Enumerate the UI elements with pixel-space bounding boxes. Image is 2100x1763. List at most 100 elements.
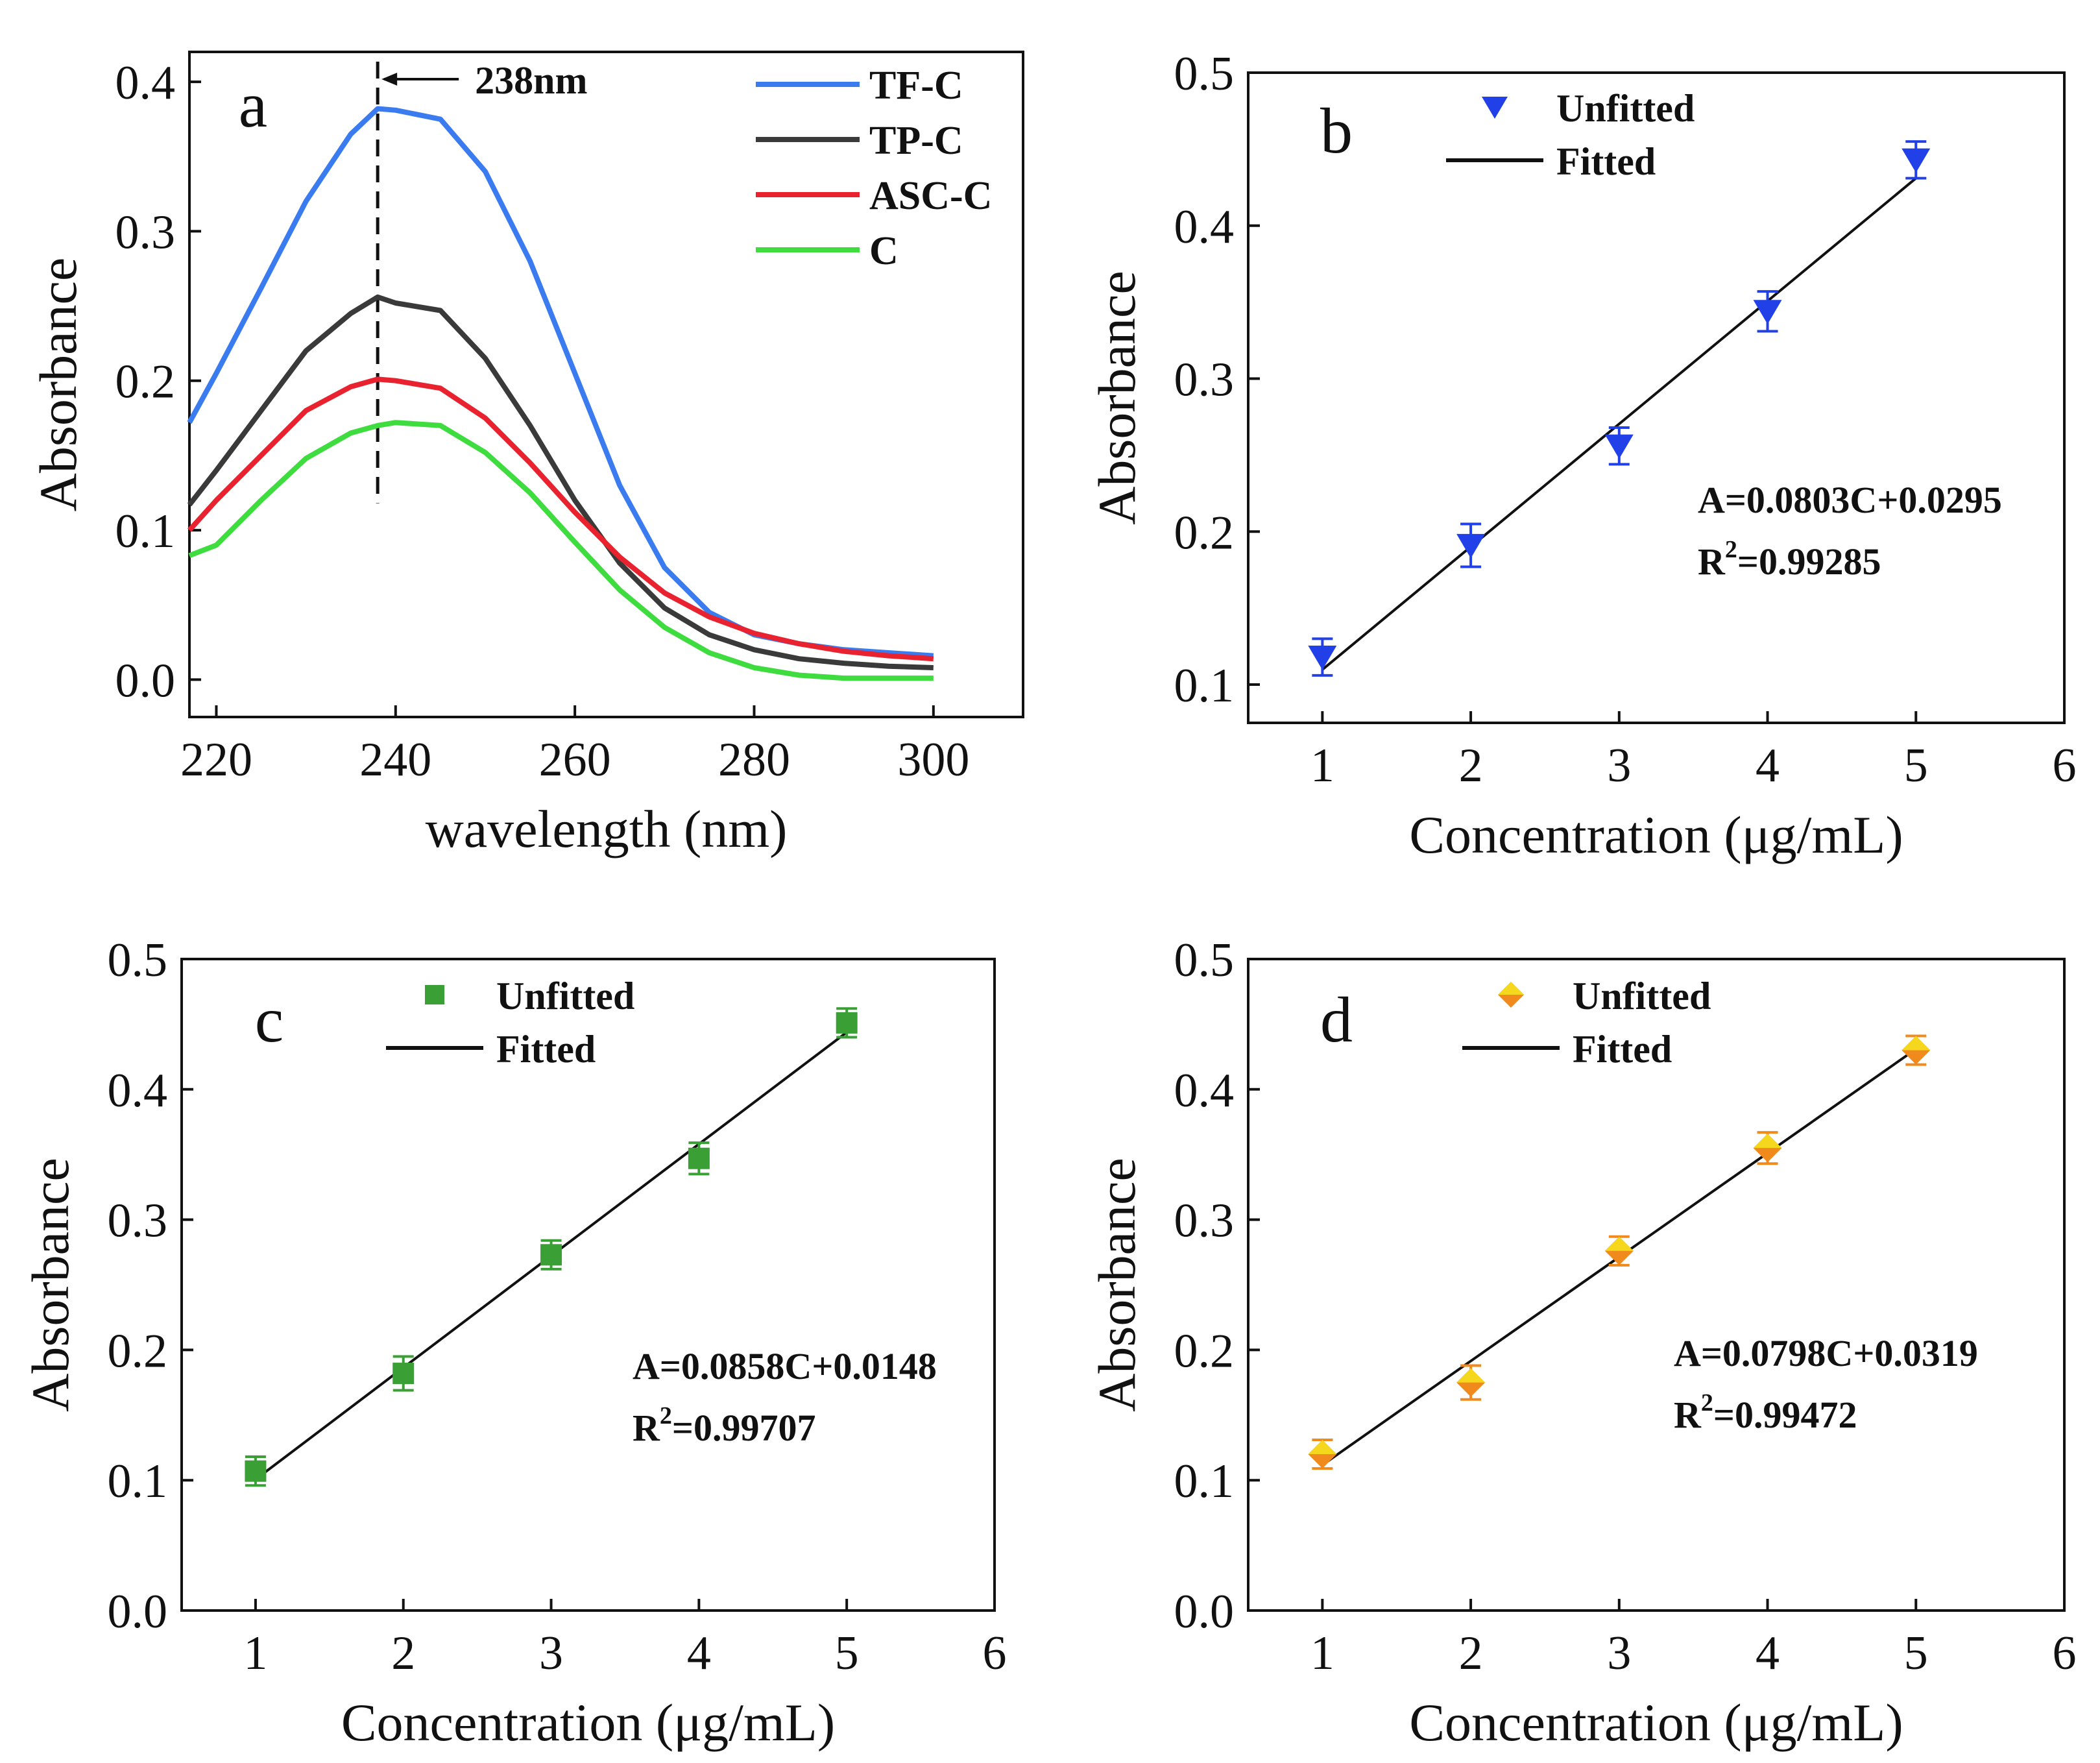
r-squared-text: R2=0.99707: [633, 1402, 815, 1449]
legend-label: C: [869, 229, 899, 273]
diamond-marker-highlight: [1498, 982, 1524, 995]
y-tick-label: 0.4: [115, 56, 176, 110]
data-point: [1901, 140, 1931, 180]
diamond-marker-highlight: [1456, 1368, 1486, 1383]
panel-b: b 1 2 3 4 5 6 0.1 0.2 0.3 0.4 0.5 Concentration (μg/…: [1087, 47, 2077, 864]
y-tick-label: 0.4: [1174, 1064, 1235, 1117]
panel-letter: d: [1320, 984, 1353, 1056]
x-tick-label: 4: [1756, 739, 1780, 792]
triangle-marker: [1482, 97, 1508, 119]
data-point: [1604, 426, 1634, 466]
square-marker: [245, 1460, 267, 1482]
panel-a: a 220 240 260 280 300 0.0 0.1 0.2 0.3 0.4 wavelengt…: [29, 51, 1024, 858]
r-squared-text: R2=0.99472: [1674, 1389, 1857, 1436]
x-tick-label: 280: [718, 733, 790, 786]
r2-value: =0.99707: [672, 1407, 816, 1449]
r2-superscript: 2: [660, 1402, 672, 1429]
plot-frame: [1247, 958, 2066, 1612]
y-tick-label: 0.5: [1174, 934, 1235, 987]
y-tick-label: 0.2: [108, 1324, 168, 1378]
y-tick-label: 0.2: [115, 356, 176, 409]
data-point: [1308, 1438, 1337, 1470]
y-axis-label: Absorbance: [21, 1158, 80, 1412]
square-marker: [836, 1012, 858, 1034]
data-point: [836, 1007, 858, 1039]
data-point: [1456, 522, 1486, 568]
legend-line-label: Fitted: [496, 1028, 596, 1071]
y-axis-label: Absorbance: [1087, 1158, 1146, 1412]
y-tick-label: 0.0: [115, 654, 176, 707]
legend: Unfitted Fitted: [1462, 975, 1711, 1071]
equation-text: A=0.0803C+0.0295: [1698, 479, 2002, 521]
annotation-label: 238nm: [475, 59, 587, 102]
r2-value: =0.99285: [1737, 541, 1881, 583]
fit-line: [1322, 177, 1917, 671]
legend-label: TP-C: [869, 119, 963, 163]
data-point: [1604, 1235, 1634, 1267]
x-tick-label: 220: [180, 733, 252, 786]
r2-prefix: R: [1674, 1394, 1702, 1436]
legend-points-label: Unfitted: [1556, 87, 1695, 130]
y-tick-label: 0.3: [1174, 1195, 1235, 1248]
y-tick-label: 0.1: [108, 1455, 168, 1508]
x-tick-label: 260: [539, 733, 611, 786]
equation-text: A=0.0858C+0.0148: [633, 1345, 937, 1387]
triangle-marker: [1308, 646, 1337, 670]
equation-text: A=0.0798C+0.0319: [1674, 1332, 1978, 1374]
diamond-marker-highlight: [1308, 1440, 1337, 1455]
y-axis-label: Absorbance: [1087, 271, 1146, 525]
panel-letter: a: [239, 69, 267, 141]
y-tick-label: 0.5: [1174, 47, 1235, 101]
series-line-tf-c: [187, 106, 934, 659]
data-point: [1753, 290, 1782, 333]
legend: Unfitted Fitted: [1446, 87, 1695, 183]
x-tick-label: 2: [1459, 1627, 1483, 1680]
y-tick-label: 0.0: [1174, 1585, 1235, 1638]
y-tick-label: 0.2: [1174, 1324, 1235, 1378]
y-tick-label: 0.3: [115, 206, 176, 259]
y-tick-label: 0.1: [1174, 1455, 1235, 1508]
triangle-marker: [1901, 148, 1931, 173]
legend: Unfitted Fitted: [386, 975, 634, 1071]
panel-letter: b: [1320, 95, 1353, 167]
series-line-asc-c: [187, 376, 934, 662]
x-tick-label: 4: [687, 1627, 711, 1680]
legend-points-label: Unfitted: [1573, 975, 1711, 1017]
x-tick-label: 1: [1310, 739, 1334, 792]
y-tick-label: 0.4: [108, 1064, 168, 1117]
x-tick-label: 300: [897, 733, 969, 786]
square-marker: [540, 1244, 562, 1266]
annotation-arrowhead: [381, 73, 398, 86]
x-tick-label: 2: [391, 1627, 415, 1680]
diamond-marker-highlight: [1604, 1236, 1634, 1251]
x-tick-label: 3: [539, 1627, 563, 1680]
panel-c: c 1 2 3 4 5 6 0.0 0.1 0.2 0.3 0.4 0.5 Concentration (…: [21, 934, 1007, 1752]
x-tick-label: 3: [1607, 1627, 1631, 1680]
r2-prefix: R: [1698, 541, 1726, 583]
data-point: [1456, 1364, 1486, 1401]
series-line-tp-c: [187, 294, 934, 670]
x-tick-label: 6: [983, 1627, 1007, 1680]
legend-label: ASC-C: [869, 174, 992, 218]
y-axis-label: Absorbance: [29, 258, 88, 512]
x-axis-label: wavelength (nm): [426, 799, 788, 858]
panel-letter: c: [255, 984, 284, 1056]
x-tick-label: 6: [2053, 739, 2077, 792]
r-squared-text: R2=0.99285: [1698, 536, 1881, 583]
triangle-marker: [1604, 434, 1634, 459]
y-tick-label: 0.1: [1174, 659, 1235, 712]
legend-line-label: Fitted: [1573, 1028, 1672, 1071]
x-tick-label: 6: [2053, 1627, 2077, 1680]
x-tick-label: 1: [1310, 1627, 1334, 1680]
legend-label: TF-C: [869, 64, 963, 108]
legend-line-label: Fitted: [1556, 140, 1656, 183]
square-marker: [425, 985, 444, 1004]
x-tick-label: 4: [1756, 1627, 1780, 1680]
x-axis-label: Concentration (μg/mL): [1409, 805, 1903, 864]
diamond-marker-highlight: [1753, 1134, 1782, 1149]
plot-frame: [180, 958, 996, 1612]
x-tick-label: 5: [1904, 739, 1928, 792]
plot-frame: [188, 51, 1024, 718]
r2-superscript: 2: [1725, 536, 1737, 563]
